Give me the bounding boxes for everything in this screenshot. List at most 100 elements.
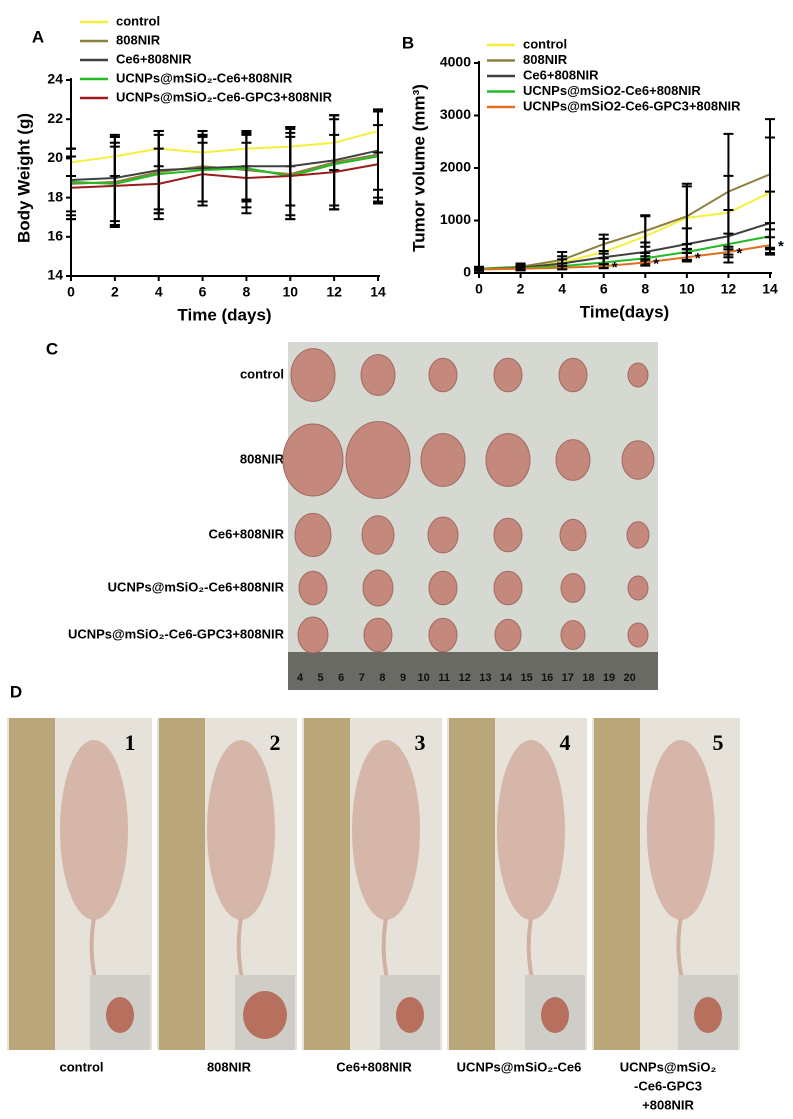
tumor [627,622,649,648]
tumor [363,617,393,653]
tumor [361,515,395,555]
x-tick-label: 0 [67,284,75,300]
tumor [558,357,588,393]
error-bar [153,147,164,221]
x-tick-label: 8 [641,281,649,297]
y-tick-label: 2000 [440,159,471,175]
tumor [294,512,332,558]
x-tick-label: 12 [326,284,342,300]
tumor [493,357,523,393]
x-tick-label: 14 [370,284,386,300]
mouse-body [60,740,128,920]
ruler-label: 6 [338,672,344,684]
legend-label: control [116,13,160,28]
tumor [627,575,649,601]
tumor [243,991,287,1039]
row-label: 808NIR [240,451,285,466]
legend-label: UCNPs@mSiO₂-Ce6-GPC3+808NIR [116,89,333,104]
ruler-label: 8 [379,672,385,684]
x-tick-label: 10 [679,281,695,297]
tumor [428,570,458,606]
error-bar [765,236,775,255]
y-tick-label: 24 [47,71,63,87]
series-line [70,155,379,185]
mouse-body [497,740,565,920]
tumor [560,620,586,650]
tumor [282,423,344,497]
error-bar [474,267,484,272]
series-line [70,149,379,181]
caption: UCNPs@mSiO₂-Ce6 [457,1059,582,1074]
error-bar [723,245,734,259]
mouse-body [352,740,420,920]
error-bar [640,258,651,267]
ruler [159,718,205,1050]
caption: control [59,1059,103,1074]
ruler-label: 10 [417,672,429,684]
tumor [428,617,458,653]
error-bar [557,265,568,271]
error-bar [109,145,120,227]
x-tick-label: 6 [600,281,608,297]
ruler-label: 11 [438,672,450,684]
error-bar [373,124,383,205]
panel-label: C [46,339,58,358]
y-tick-label: 18 [47,188,63,204]
ruler-label: 18 [582,672,594,684]
photo-number: 1 [125,730,136,755]
tumor-photo [288,342,658,690]
significance-mark: * [612,259,618,276]
error-bar [197,141,208,207]
caption: Ce6+808NIR [336,1059,412,1074]
tumor [541,997,569,1033]
legend-label: Ce6+808NIR [523,67,599,82]
legend-label: UCNPs@mSiO2-Ce6-GPC3+808NIR [523,98,741,113]
photo-number: 3 [415,730,426,755]
tumor [106,997,134,1033]
photo-number: 2 [270,730,281,755]
caption: -Ce6-GPC3 [634,1078,702,1093]
legend-label: Ce6+808NIR [116,51,192,66]
x-tick-label: 8 [243,284,251,300]
series-line [70,163,379,189]
ruler [594,718,640,1050]
legend-label: control [523,36,567,51]
y-tick-label: 1000 [440,211,471,227]
y-tick-label: 14 [47,267,63,283]
y-axis-label: Body Weight (g) [14,113,33,243]
ruler-label: 9 [400,672,406,684]
y-axis-label: Tumor volume (mm³) [409,84,428,252]
legend-label: 808NIR [523,52,568,67]
tumor [559,518,587,552]
ruler-label: 20 [623,672,635,684]
y-tick-label: 3000 [440,106,471,122]
caption: 808NIR [207,1059,252,1074]
tumor [627,362,649,388]
ruler-label: 16 [541,672,553,684]
tumor [555,439,591,481]
mouse-body [646,740,715,920]
y-tick-label: 20 [47,149,63,165]
significance-mark: * [778,238,784,255]
tumor [428,357,458,393]
tumor [494,618,522,652]
tumor [493,517,523,553]
x-tick-label: 6 [199,284,207,300]
ruler [9,718,55,1050]
error-bar [329,133,340,211]
y-tick-label: 22 [47,110,63,126]
series-line [70,129,379,164]
x-tick-label: 2 [517,281,525,297]
x-tick-label: 10 [282,284,298,300]
x-tick-label: 14 [762,281,778,297]
tumor [427,516,459,554]
photo-number: 5 [713,730,724,755]
error-bar [598,263,609,270]
y-tick-label: 4000 [440,54,471,70]
row-label: UCNPs@mSiO₂-Ce6-GPC3+808NIR [68,626,285,641]
ruler [304,718,350,1050]
tumor [493,570,523,606]
ruler-label: 4 [297,672,304,684]
tumor [396,997,424,1033]
